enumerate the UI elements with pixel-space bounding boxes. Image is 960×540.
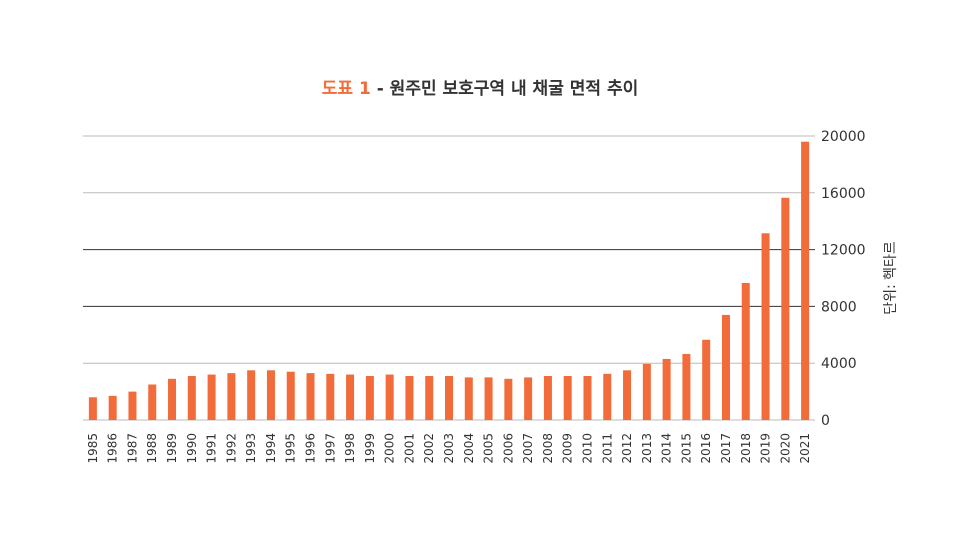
bar [148, 384, 157, 420]
bar [266, 370, 275, 420]
bar [88, 397, 97, 420]
x-tick-label: 1987 [125, 433, 139, 464]
x-tick-label: 2013 [640, 433, 654, 464]
bar [286, 371, 295, 420]
x-tick-label: 2015 [679, 433, 693, 464]
bar [247, 370, 256, 420]
y-tick-label: 20000 [821, 129, 866, 145]
x-tick-label: 2021 [798, 433, 812, 464]
x-tick-label: 1993 [244, 433, 258, 464]
bar [207, 374, 216, 420]
y-tick-label: 8000 [821, 299, 857, 315]
bar [445, 375, 453, 420]
bar [801, 141, 810, 420]
x-tick-label: 2011 [600, 433, 614, 464]
x-tick-label: 2020 [778, 433, 792, 464]
x-tick-label: 1990 [185, 433, 199, 464]
chart-title-tag: 도표 1 [321, 79, 371, 99]
bar [721, 314, 730, 420]
bar [504, 378, 513, 420]
y-axis-unit-label: 단위: 헥타르 [883, 241, 899, 315]
bar [543, 375, 552, 420]
x-tick-label: 2008 [541, 433, 555, 464]
x-tick-label: 1997 [323, 433, 337, 464]
x-tick-label: 2010 [580, 433, 594, 464]
bar [108, 395, 117, 420]
bar [603, 373, 612, 420]
bar [524, 377, 533, 420]
bar [128, 391, 137, 420]
x-tick-label: 1986 [106, 433, 120, 464]
y-tick-label: 16000 [821, 186, 866, 202]
x-tick-label: 2014 [660, 433, 674, 464]
x-tick-label: 2019 [759, 433, 773, 464]
bar [761, 233, 770, 420]
x-tick-label: 1989 [165, 433, 179, 464]
chart-title: 도표 1 - 원주민 보호구역 내 채굴 면적 추이 [0, 74, 960, 99]
x-tick-label: 2005 [482, 433, 496, 464]
bar [563, 375, 572, 420]
x-tick-label: 1988 [145, 433, 159, 464]
bar [365, 375, 374, 420]
x-tick-label: 2018 [739, 433, 753, 464]
y-tick-label: 0 [821, 413, 830, 429]
x-tick-label: 2012 [620, 433, 634, 464]
x-tick-label: 1995 [284, 433, 298, 464]
x-tick-label: 1998 [343, 433, 357, 464]
x-tick-label: 2017 [719, 433, 733, 464]
bar [405, 375, 414, 420]
x-tick-label: 2004 [462, 433, 476, 464]
bar [662, 358, 671, 420]
x-tick-label: 2009 [561, 433, 575, 464]
bar [583, 375, 592, 420]
bar [484, 377, 493, 420]
x-tick-label: 2016 [699, 433, 713, 464]
x-tick-label: 2001 [402, 433, 416, 464]
x-tick-label: 2003 [442, 433, 456, 464]
bar [642, 363, 651, 420]
x-tick-label: 1985 [86, 433, 100, 464]
bar [306, 373, 315, 420]
bar [227, 373, 236, 420]
y-tick-label: 12000 [821, 243, 866, 259]
bar [425, 375, 434, 420]
bar [464, 377, 473, 420]
x-tick-label: 1991 [205, 433, 219, 464]
bar [741, 282, 750, 420]
y-tick-label: 4000 [821, 356, 857, 372]
bar [385, 374, 394, 420]
bar [682, 353, 691, 420]
bar [187, 375, 196, 420]
chart-title-text: - 원주민 보호구역 내 채굴 면적 추이 [370, 79, 639, 99]
x-tick-label: 2006 [501, 433, 515, 464]
bar [168, 378, 177, 420]
x-tick-label: 1992 [224, 433, 238, 464]
bar [702, 339, 711, 420]
bar [623, 370, 632, 420]
x-tick-label: 2000 [383, 433, 397, 464]
x-tick-label: 1996 [304, 433, 318, 464]
bar [326, 373, 335, 420]
x-tick-label: 1994 [264, 433, 278, 464]
x-tick-label: 1999 [363, 433, 377, 464]
x-tick-label: 2007 [521, 433, 535, 464]
x-tick-label: 2002 [422, 433, 436, 464]
bar [781, 197, 790, 420]
bar [346, 374, 355, 420]
